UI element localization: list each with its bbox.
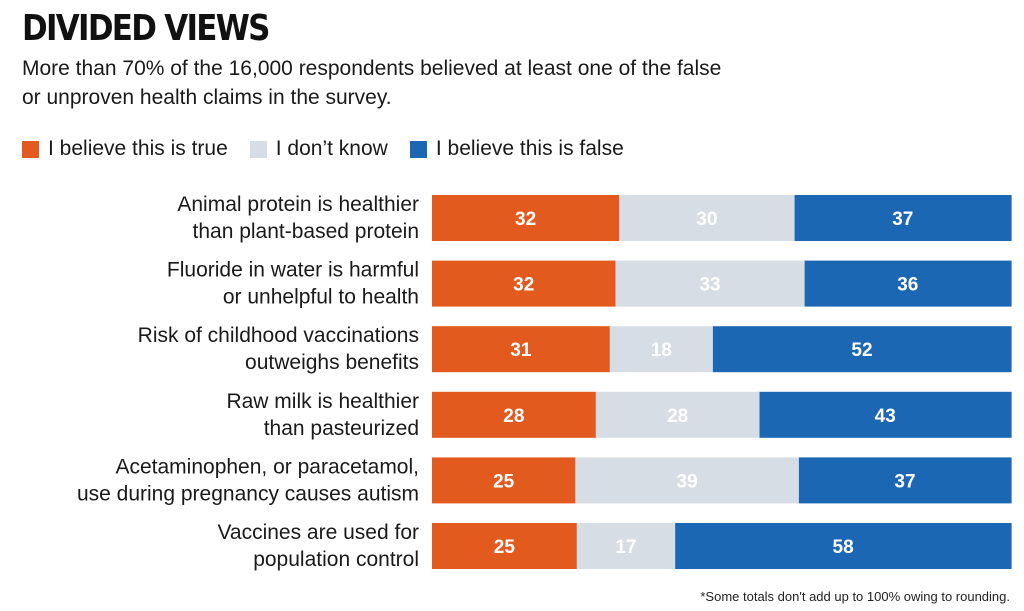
- legend: I believe this is true I don’t know I be…: [22, 135, 646, 163]
- legend-label-true: I believe this is true: [48, 137, 228, 160]
- bar-true: [432, 260, 617, 307]
- category-label: Animal protein is healthier than plant-ba…: [177, 193, 419, 243]
- bar-false: [794, 195, 1012, 241]
- data-label-false: 52: [851, 340, 872, 361]
- bar-true: [432, 523, 578, 569]
- legend-swatch-true: [22, 140, 39, 158]
- legend-label-dont-know: I don’t know: [275, 137, 388, 160]
- footnote: *Some totals don't add up to 100% owing …: [700, 589, 1010, 604]
- bar-false: [804, 260, 1012, 307]
- bar-true: [432, 326, 611, 373]
- bar-false: [675, 523, 1012, 569]
- data-label-dont-know: 30: [696, 209, 717, 230]
- bar-dont-know: [619, 195, 796, 241]
- category-label: Vaccines are used for population control: [217, 521, 419, 571]
- bar-dont-know: [576, 523, 676, 569]
- category-label: Acetaminophen, or paracetamol, use during…: [77, 455, 419, 505]
- bar-false: [759, 391, 1012, 438]
- data-label-false: 37: [892, 209, 913, 230]
- category-label: Raw milk is healthier than pasteurized: [226, 390, 419, 440]
- bar-dont-know: [595, 391, 761, 438]
- data-label-dont-know: 33: [699, 275, 720, 296]
- legend-item-false: I believe this is false: [409, 137, 624, 161]
- data-label-true: 25: [494, 537, 516, 558]
- bar-true: [432, 457, 576, 504]
- legend-item-dont-know: I don’t know: [249, 137, 388, 161]
- chart-title: DIVIDED VIEWS: [22, 8, 270, 49]
- data-label-false: 37: [894, 471, 915, 492]
- legend-swatch-dont-know: [249, 140, 267, 158]
- data-label-false: 36: [897, 275, 918, 296]
- category-label: Fluoride in water is harmful or unhelpful…: [167, 259, 419, 309]
- bar-true: [432, 391, 597, 438]
- data-label-dont-know: 18: [651, 340, 672, 361]
- bar-false: [798, 457, 1012, 504]
- bar-true: [432, 195, 620, 241]
- legend-item-true: I believe this is true: [22, 137, 228, 161]
- bar-dont-know: [615, 260, 806, 307]
- data-label-true: 31: [510, 340, 532, 361]
- legend-swatch-false: [409, 140, 427, 158]
- data-label-true: 32: [515, 209, 536, 230]
- data-label-dont-know: 28: [667, 406, 688, 427]
- bar-false: [712, 326, 1012, 373]
- legend-label-false: I believe this is false: [435, 137, 624, 160]
- bar-dont-know: [609, 326, 714, 373]
- data-label-true: 25: [493, 471, 515, 492]
- data-label-false: 58: [833, 537, 854, 558]
- data-label-false: 43: [875, 406, 896, 427]
- data-label-true: 32: [513, 275, 534, 296]
- data-label-true: 28: [503, 406, 524, 427]
- data-label-dont-know: 39: [677, 471, 698, 492]
- chart-subtitle: More than 70% of the 16,000 respondents …: [22, 57, 722, 109]
- bar-dont-know: [575, 457, 800, 504]
- data-label-dont-know: 17: [615, 537, 636, 558]
- category-label: Risk of childhood vaccinations outweighs …: [138, 324, 419, 374]
